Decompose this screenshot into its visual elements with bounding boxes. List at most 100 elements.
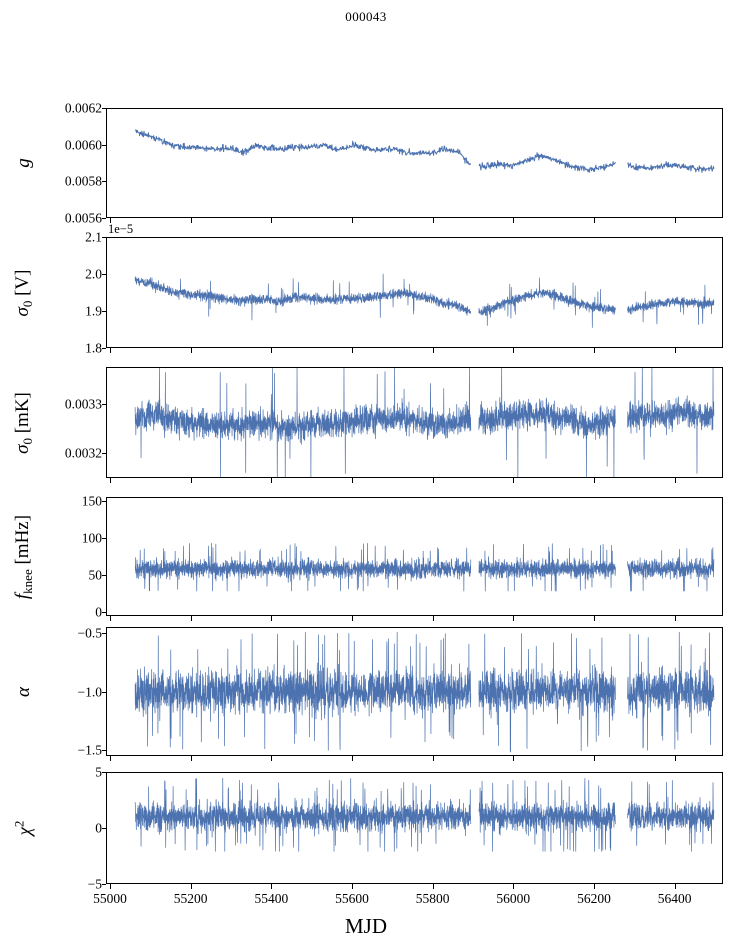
- x-tick-mark: [674, 756, 676, 761]
- x-tick-mark: [593, 218, 595, 223]
- x-tick-mark: [351, 218, 353, 223]
- x-tick-label-7: 56400: [657, 891, 692, 906]
- x-tick-label-4: 55800: [415, 891, 450, 906]
- y-tick-chi2-1: 0: [40, 821, 102, 842]
- x-tick-mark: [513, 478, 515, 483]
- x-tick-mark: [513, 616, 515, 621]
- trace-sigma0_volt: [134, 273, 715, 328]
- y-tick-f_knee-1: 50: [40, 568, 103, 589]
- x-tick-mark: [190, 348, 192, 353]
- y-tick-mark: [101, 500, 106, 502]
- x-tick-mark: [674, 218, 676, 223]
- x-tick-mark: [593, 478, 595, 483]
- y-tick-label: 1.8: [85, 340, 102, 356]
- x-tick-mark: [110, 756, 112, 761]
- y-tick-mark: [101, 691, 106, 693]
- y-tick-label: 0.0060: [64, 136, 102, 152]
- y-tick-label: 0.0032: [64, 445, 102, 461]
- y-tick-label: −1.0: [77, 683, 103, 699]
- x-tick-mark: [432, 218, 434, 223]
- y-tick-label: 2.0: [85, 266, 102, 282]
- x-tick-mark: [674, 348, 676, 353]
- x-tick-mark: [513, 218, 515, 223]
- page-title: 000043: [345, 9, 387, 24]
- x-tick-mark: [674, 616, 676, 621]
- panel-f_knee: [106, 497, 723, 616]
- x-tick-mark: [190, 218, 192, 223]
- x-tick-mark: [513, 756, 515, 761]
- x-tick-label-2: 55400: [254, 891, 289, 906]
- y-tick-label: 0.0056: [64, 210, 102, 226]
- y-tick-f_knee-3: 150: [40, 494, 102, 515]
- y-tick-mark: [101, 348, 106, 349]
- x-tick-mark: [190, 478, 192, 483]
- y-tick-chi2-2: 5: [40, 765, 102, 786]
- y-tick-label: 0.0033: [64, 396, 102, 412]
- x-tick-label-6: 56200: [577, 891, 611, 906]
- panel-sigma0_mk: [106, 367, 723, 478]
- y-tick-sigma0_volt-3: 2.1: [40, 230, 102, 251]
- y-tick-gain-3: 0.0062: [40, 101, 102, 122]
- y-tick-sigma0_volt-2: 2.0: [40, 267, 102, 288]
- x-tick-mark: [593, 884, 595, 889]
- y-tick-gain-2: 0.0060: [40, 138, 102, 159]
- x-tick-mark: [432, 616, 434, 621]
- x-tick-mark: [513, 884, 515, 889]
- y-tick-label: 100: [81, 530, 102, 546]
- y-tick-mark: [101, 404, 106, 405]
- x-tick-mark: [110, 348, 112, 353]
- trace-f_knee: [134, 542, 715, 592]
- x-tick-label-1: 55200: [173, 891, 208, 906]
- y-tick-mark: [101, 108, 106, 109]
- x-tick-mark: [432, 884, 434, 889]
- y-tick-label: 2.1: [85, 229, 102, 245]
- x-tick-label-3: 55600: [335, 891, 369, 906]
- y-tick-f_knee-2: 100: [40, 531, 102, 552]
- x-tick-mark: [110, 884, 112, 889]
- panel-chi2: [106, 772, 723, 884]
- y-tick-mark: [101, 772, 106, 773]
- x-tick-mark: [593, 348, 595, 353]
- trace-gain: [134, 129, 715, 173]
- y-tick-mark: [101, 274, 106, 275]
- y-tick-label: 5: [95, 764, 102, 780]
- trace-sigma0_mk: [134, 368, 715, 477]
- y-tick-label: −5: [87, 876, 102, 892]
- x-tick-mark: [593, 616, 595, 621]
- panel-gain: [106, 108, 723, 218]
- x-tick-mark: [351, 756, 353, 761]
- y-tick-gain-0: 0.0056: [40, 211, 102, 232]
- y-tick-label: 0: [95, 820, 102, 836]
- y-tick-f_knee-0: 0: [40, 606, 102, 626]
- y-axis-label-chi2: χ2: [11, 820, 36, 836]
- x-tick-mark: [593, 756, 595, 761]
- panel-sigma0_volt: [106, 237, 723, 348]
- y-tick-mark: [101, 453, 106, 455]
- x-tick-mark: [351, 616, 353, 621]
- x-tick-mark: [110, 616, 112, 621]
- y-tick-mark: [101, 750, 106, 752]
- x-tick-mark: [351, 884, 353, 889]
- y-tick-mark: [101, 537, 106, 539]
- y-tick-label: 0.0062: [64, 100, 102, 116]
- x-tick-mark: [351, 348, 353, 353]
- y-tick-mark: [101, 181, 106, 183]
- x-tick-mark: [432, 348, 434, 353]
- x-tick-mark: [190, 884, 192, 889]
- y-tick-mark: [101, 144, 106, 146]
- y-tick-mark: [101, 237, 106, 238]
- y-tick-label: 150: [81, 492, 102, 508]
- trace-chi2: [134, 777, 715, 852]
- x-tick-mark: [110, 478, 112, 483]
- y-tick-gain-1: 0.0058: [40, 175, 102, 195]
- y-tick-mark: [101, 218, 106, 219]
- x-tick-mark: [271, 884, 273, 889]
- y-tick-label: 0: [95, 604, 102, 620]
- x-tick-mark: [513, 348, 515, 353]
- y-tick-sigma0_volt-0: 1.8: [40, 341, 102, 362]
- y-tick-label: 50: [88, 567, 103, 583]
- x-tick-mark: [190, 756, 192, 761]
- y-axis-offset-sigma0_volt: 1e−5: [108, 222, 134, 236]
- y-tick-alpha-2: −0.5: [40, 626, 103, 647]
